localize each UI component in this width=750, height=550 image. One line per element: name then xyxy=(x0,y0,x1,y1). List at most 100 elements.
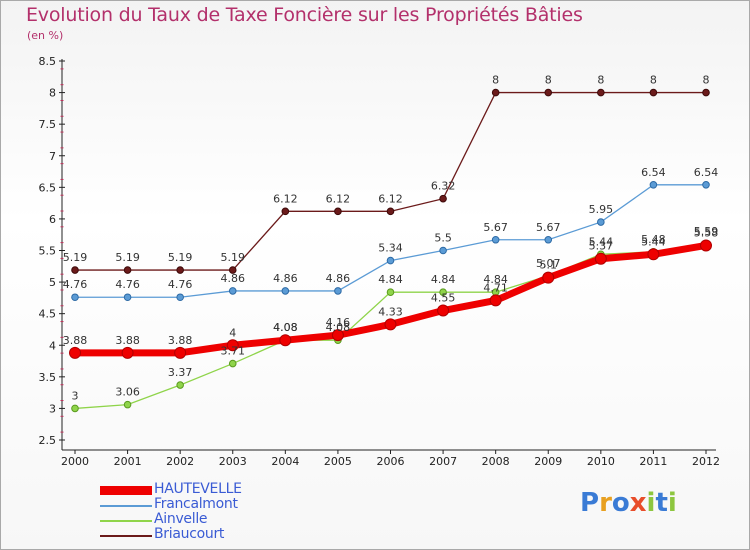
data-label-hautevelle: 4.55 xyxy=(431,292,456,305)
data-point-hautevelle xyxy=(700,239,712,252)
data-label-francalmont: 5.34 xyxy=(378,242,403,255)
data-label-francalmont: 5.5 xyxy=(434,232,452,245)
data-point-briaucourt xyxy=(597,88,605,97)
data-label-briaucourt: 5.19 xyxy=(63,251,88,264)
legend-swatch-briaucourt xyxy=(100,535,152,537)
data-point-briaucourt xyxy=(71,266,79,274)
data-point-briaucourt xyxy=(439,194,447,203)
data-label-ainvelle: 5.07 xyxy=(536,257,561,270)
x-tick-label: 2004 xyxy=(271,455,299,468)
data-label-ainvelle: 5.44 xyxy=(589,235,614,248)
data-label-francalmont: 6.54 xyxy=(641,166,666,179)
legend-label-hautevelle: HAUTEVELLE xyxy=(154,481,242,497)
x-tick-label: 2005 xyxy=(324,455,352,468)
data-label-briaucourt: 6.32 xyxy=(431,180,456,193)
chart-title: Evolution du Taux de Taxe Foncière sur l… xyxy=(26,4,583,26)
y-tick-label: 5 xyxy=(49,276,56,289)
data-point-briaucourt xyxy=(491,88,500,97)
data-label-hautevelle: 3.88 xyxy=(168,334,193,347)
data-label-francalmont: 4.86 xyxy=(221,272,246,285)
data-label-ainvelle: 4.08 xyxy=(273,321,298,334)
data-label-hautevelle: 5.37 xyxy=(589,240,614,253)
y-tick-label: 7 xyxy=(49,150,56,163)
unit-label: (en %) xyxy=(27,29,64,42)
data-point-briaucourt xyxy=(649,88,658,97)
data-point-hautevelle xyxy=(489,294,502,307)
x-tick-label: 2008 xyxy=(482,455,510,468)
y-tick-label: 3.5 xyxy=(39,371,57,384)
data-point-ainvelle xyxy=(439,288,447,296)
data-label-briaucourt: 8 xyxy=(703,74,710,87)
data-label-ainvelle: 3 xyxy=(72,389,79,402)
data-point-briaucourt xyxy=(176,266,184,274)
data-label-briaucourt: 8 xyxy=(545,74,552,87)
data-point-francalmont xyxy=(123,293,132,302)
data-point-briaucourt xyxy=(123,266,132,274)
legend-label-briaucourt: Briaucourt xyxy=(154,526,225,542)
data-point-francalmont xyxy=(228,287,237,295)
y-tick-label: 7.5 xyxy=(39,118,57,131)
data-label-hautevelle: 5.58 xyxy=(694,226,719,239)
data-label-francalmont: 6.54 xyxy=(694,166,719,179)
data-point-hautevelle xyxy=(174,346,187,359)
x-tick-label: 2009 xyxy=(534,455,562,468)
logo-letter: x xyxy=(629,488,647,518)
y-tick-label: 8.5 xyxy=(39,55,57,68)
x-tick-label: 2007 xyxy=(429,455,457,468)
data-label-francalmont: 4.86 xyxy=(273,272,298,285)
data-label-francalmont: 4.76 xyxy=(168,278,193,291)
logo-letter: r xyxy=(599,488,612,518)
data-point-hautevelle xyxy=(542,271,555,284)
x-tick-label: 2012 xyxy=(692,455,720,468)
data-point-hautevelle xyxy=(226,339,239,352)
data-label-hautevelle: 3.88 xyxy=(115,334,140,347)
data-point-francalmont xyxy=(649,181,658,189)
data-label-briaucourt: 6.12 xyxy=(378,192,403,205)
data-label-ainvelle: 3.71 xyxy=(221,345,246,358)
x-tick-label: 2006 xyxy=(377,455,405,468)
data-point-francalmont xyxy=(71,293,79,302)
data-label-ainvelle: 4.84 xyxy=(483,273,508,286)
data-point-ainvelle xyxy=(176,381,184,389)
proxiti-logo: Proxiti xyxy=(580,488,677,518)
x-tick-label: 2003 xyxy=(219,455,247,468)
legend-swatch-francalmont xyxy=(100,505,152,507)
data-label-francalmont: 5.67 xyxy=(483,221,508,234)
logo-letter: t xyxy=(655,488,668,518)
data-label-ainvelle: 4.84 xyxy=(431,273,456,286)
legend-swatch-ainvelle xyxy=(100,520,152,522)
data-point-hautevelle xyxy=(69,346,81,359)
data-point-briaucourt xyxy=(334,207,342,216)
data-label-ainvelle: 5.48 xyxy=(641,233,666,246)
data-point-hautevelle xyxy=(121,346,134,359)
data-label-hautevelle: 4 xyxy=(229,326,236,339)
series-lines xyxy=(69,88,712,413)
data-point-briaucourt xyxy=(386,207,395,216)
data-point-hautevelle xyxy=(331,329,344,342)
data-label-briaucourt: 8 xyxy=(597,74,604,87)
data-point-francalmont xyxy=(439,246,447,255)
data-point-ainvelle xyxy=(123,400,132,409)
data-point-hautevelle xyxy=(437,304,450,317)
data-label-ainvelle: 4.84 xyxy=(378,273,403,286)
y-tick-label: 5.5 xyxy=(39,245,57,258)
legend-swatch-hautevelle xyxy=(100,486,152,495)
x-tick-label: 2002 xyxy=(166,455,194,468)
logo-letter: o xyxy=(611,488,630,518)
data-label-briaucourt: 6.12 xyxy=(273,192,298,205)
data-label-hautevelle: 3.88 xyxy=(63,334,88,347)
data-point-hautevelle xyxy=(384,318,397,331)
data-point-hautevelle xyxy=(594,252,607,265)
data-point-francalmont xyxy=(281,287,290,295)
data-point-francalmont xyxy=(702,181,710,189)
data-point-briaucourt xyxy=(702,88,710,97)
data-label-briaucourt: 5.19 xyxy=(168,251,193,264)
data-label-ainvelle: 4.08 xyxy=(326,321,351,334)
x-tick-label: 2010 xyxy=(587,455,615,468)
data-point-hautevelle xyxy=(279,334,292,347)
data-label-hautevelle: 4.33 xyxy=(378,305,403,318)
y-tick-label: 2.5 xyxy=(39,434,57,447)
